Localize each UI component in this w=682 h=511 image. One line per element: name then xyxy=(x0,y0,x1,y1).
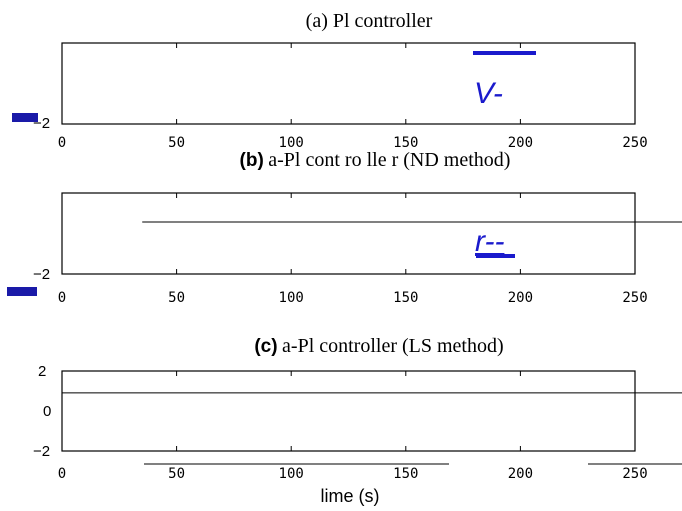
panel-b: (b) a-Pl cont ro lle r (ND method) −2 r-… xyxy=(7,149,648,306)
xtick-label: 150 xyxy=(393,466,418,482)
xtick-label: 150 xyxy=(393,290,418,306)
panel-b-ytick: −2 xyxy=(33,266,50,283)
xtick-label: 0 xyxy=(58,290,66,306)
xtick-label: 200 xyxy=(508,135,533,151)
panel-b-axes-frame xyxy=(61,192,636,275)
xtick-label: 150 xyxy=(393,135,418,151)
xtick-label: 50 xyxy=(168,135,185,151)
xtick-label: 0 xyxy=(58,135,66,151)
xtick-label: 100 xyxy=(279,466,304,482)
xtick-label: 250 xyxy=(622,290,647,306)
panel-a-title: (a) Pl controller xyxy=(306,10,433,32)
xtick-label: 50 xyxy=(168,466,185,482)
panel-c-ytick-mid: 0 xyxy=(43,403,51,420)
panel-a-axes-frame xyxy=(61,42,636,125)
panel-a-ytick: −2 xyxy=(33,115,50,132)
panel-c-xlabel: lime (s) xyxy=(321,486,380,506)
xtick-label: 250 xyxy=(622,466,647,482)
panel-b-bar-marker xyxy=(7,287,37,296)
xtick-label: 50 xyxy=(168,290,185,306)
xtick-label: 200 xyxy=(508,466,533,482)
panel-a-bar-marker xyxy=(12,113,38,122)
panel-c-ytick-bottom: −2 xyxy=(33,443,50,460)
panel-c-ytick-top: 2 xyxy=(38,363,46,380)
xtick-label: 100 xyxy=(279,290,304,306)
panel-a-legend-label: V- xyxy=(474,77,503,110)
data-series xyxy=(62,221,682,394)
xtick-label: 200 xyxy=(508,290,533,306)
xtick-label: 0 xyxy=(58,466,66,482)
panel-b-xtick-labels: 0 50 100 150 200 250 xyxy=(58,290,648,306)
xtick-label: 250 xyxy=(622,135,647,151)
panel-b-legend-label: r-- xyxy=(475,225,504,258)
panel-c: (c) a-Pl controller (LS method) 2 0 −2 0… xyxy=(33,335,682,506)
xtick-label: 100 xyxy=(279,135,304,151)
panel-a-xtick-labels: 0 50 100 150 200 250 xyxy=(58,135,648,151)
panel-b-title: (b) a-Pl cont ro lle r (ND method) xyxy=(240,149,511,171)
panel-a: (a) Pl controller −2 V- 0 50 100 150 200… xyxy=(12,10,648,151)
panel-c-xtick-labels: 0 50 100 150 200 250 xyxy=(58,466,648,482)
tick-marks xyxy=(61,43,636,451)
panel-c-title: (c) a-Pl controller (LS method) xyxy=(254,335,503,357)
panel-c-axes-frame xyxy=(61,370,636,452)
